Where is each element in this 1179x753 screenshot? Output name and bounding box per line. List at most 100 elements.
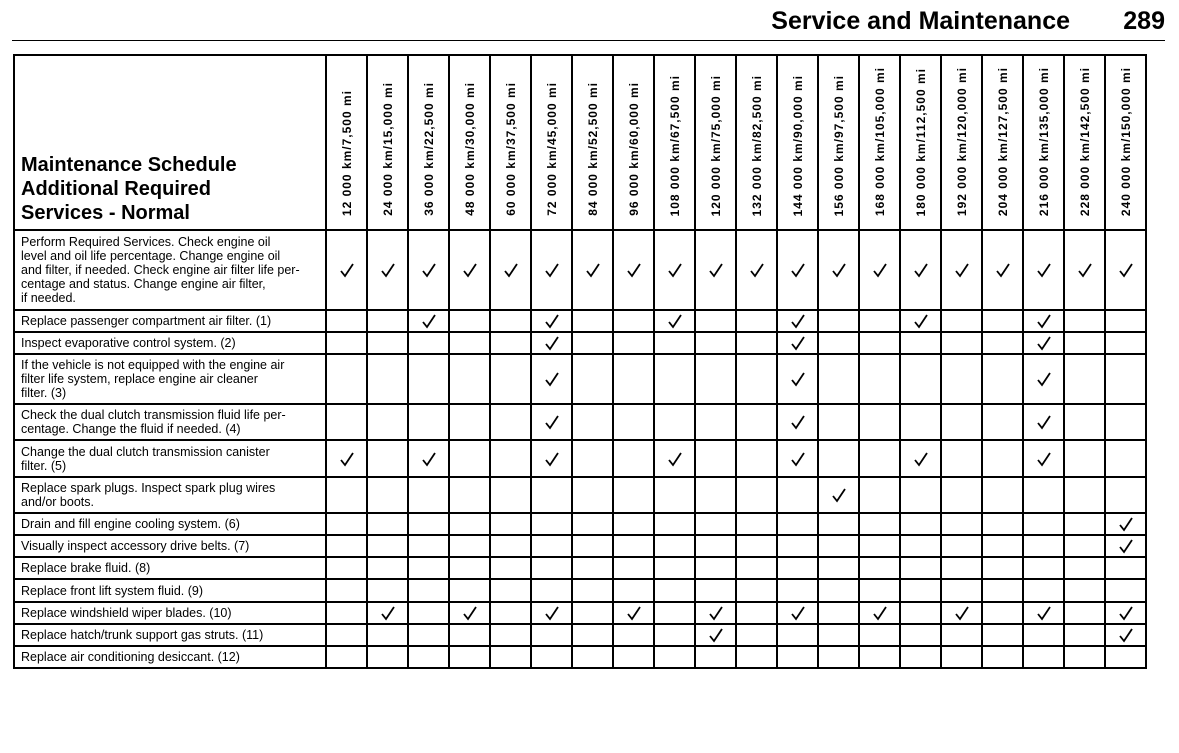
check-cell bbox=[571, 229, 614, 311]
check-cell bbox=[981, 578, 1024, 603]
check-cell bbox=[612, 439, 655, 478]
table-row: Replace spark plugs. Inspect spark plug … bbox=[13, 476, 1147, 514]
table-row: Replace windshield wiper blades. (10) bbox=[13, 601, 1147, 625]
table-row: Check the dual clutch transmission fluid… bbox=[13, 403, 1147, 441]
check-mark bbox=[339, 263, 354, 278]
check-mark bbox=[421, 314, 436, 329]
check-cell bbox=[858, 353, 901, 405]
check-mark bbox=[995, 263, 1010, 278]
check-cell bbox=[1104, 512, 1147, 536]
check-cell bbox=[817, 578, 860, 603]
check-cell bbox=[899, 353, 942, 405]
check-cell bbox=[1022, 645, 1065, 669]
check-mark bbox=[831, 263, 846, 278]
check-cell bbox=[530, 229, 573, 311]
check-cell bbox=[489, 623, 532, 647]
check-cell bbox=[694, 229, 737, 311]
check-cell bbox=[1022, 353, 1065, 405]
row-label: Perform Required Services. Check engine … bbox=[13, 229, 327, 311]
check-cell bbox=[776, 229, 819, 311]
check-cell bbox=[366, 331, 409, 355]
check-cell bbox=[899, 309, 942, 333]
column-label: 84 000 km/52,500 mi bbox=[585, 82, 600, 216]
check-cell bbox=[653, 476, 696, 514]
check-cell bbox=[489, 229, 532, 311]
column-header: 168 000 km/105,000 mi bbox=[858, 54, 901, 231]
check-cell bbox=[981, 645, 1024, 669]
check-cell bbox=[899, 601, 942, 625]
check-cell bbox=[940, 578, 983, 603]
check-cell bbox=[407, 229, 450, 311]
check-cell bbox=[448, 331, 491, 355]
check-cell bbox=[735, 534, 778, 558]
row-label: Change the dual clutch transmission cani… bbox=[13, 439, 327, 478]
check-cell bbox=[325, 623, 368, 647]
table-row: Perform Required Services. Check engine … bbox=[13, 229, 1147, 311]
check-stroke bbox=[462, 263, 477, 278]
check-cell bbox=[489, 309, 532, 333]
row-label: Replace front lift system fluid. (9) bbox=[13, 578, 327, 603]
check-mark bbox=[749, 263, 764, 278]
check-cell bbox=[1063, 578, 1106, 603]
check-cell bbox=[571, 578, 614, 603]
check-cell bbox=[1022, 578, 1065, 603]
check-cell bbox=[612, 403, 655, 441]
check-stroke bbox=[585, 263, 600, 278]
header-title: Service and Maintenance bbox=[771, 7, 1070, 35]
check-mark bbox=[872, 606, 887, 621]
check-stroke bbox=[1118, 606, 1133, 621]
check-stroke bbox=[544, 336, 559, 351]
check-cell bbox=[735, 309, 778, 333]
check-cell bbox=[571, 309, 614, 333]
check-cell bbox=[448, 512, 491, 536]
check-cell bbox=[653, 439, 696, 478]
check-cell bbox=[776, 623, 819, 647]
check-cell bbox=[1063, 645, 1106, 669]
check-mark bbox=[1118, 606, 1133, 621]
check-cell bbox=[571, 601, 614, 625]
check-mark bbox=[1118, 539, 1133, 554]
check-cell bbox=[776, 601, 819, 625]
check-stroke bbox=[1036, 336, 1051, 351]
check-cell bbox=[1022, 229, 1065, 311]
check-cell bbox=[694, 645, 737, 669]
check-mark bbox=[1036, 372, 1051, 387]
check-cell bbox=[571, 512, 614, 536]
check-stroke bbox=[421, 452, 436, 467]
column-label: 96 000 km/60,000 mi bbox=[626, 82, 641, 216]
check-cell bbox=[325, 229, 368, 311]
check-cell bbox=[325, 353, 368, 405]
check-cell bbox=[489, 331, 532, 355]
check-mark bbox=[708, 263, 723, 278]
check-mark bbox=[421, 263, 436, 278]
check-cell bbox=[489, 439, 532, 478]
check-cell bbox=[1063, 512, 1106, 536]
check-cell bbox=[407, 403, 450, 441]
table-row: Visually inspect accessory drive belts. … bbox=[13, 534, 1147, 558]
check-mark bbox=[626, 263, 641, 278]
check-cell bbox=[653, 403, 696, 441]
check-cell bbox=[407, 534, 450, 558]
check-mark bbox=[462, 263, 477, 278]
column-label: 228 000 km/142,500 mi bbox=[1077, 66, 1092, 216]
column-label: 24 000 km/15,000 mi bbox=[380, 82, 395, 216]
check-mark bbox=[339, 452, 354, 467]
check-cell bbox=[1063, 403, 1106, 441]
check-stroke bbox=[913, 263, 928, 278]
check-cell bbox=[940, 645, 983, 669]
check-cell bbox=[776, 534, 819, 558]
check-cell bbox=[858, 623, 901, 647]
page-number: 289 bbox=[1123, 7, 1165, 35]
row-label: Replace spark plugs. Inspect spark plug … bbox=[13, 476, 327, 514]
check-cell bbox=[1063, 353, 1106, 405]
column-label: 48 000 km/30,000 mi bbox=[462, 82, 477, 216]
check-cell bbox=[448, 439, 491, 478]
check-cell bbox=[1022, 439, 1065, 478]
check-cell bbox=[653, 512, 696, 536]
check-stroke bbox=[708, 606, 723, 621]
check-cell bbox=[1022, 403, 1065, 441]
check-cell bbox=[407, 578, 450, 603]
check-cell bbox=[366, 403, 409, 441]
check-cell bbox=[366, 512, 409, 536]
